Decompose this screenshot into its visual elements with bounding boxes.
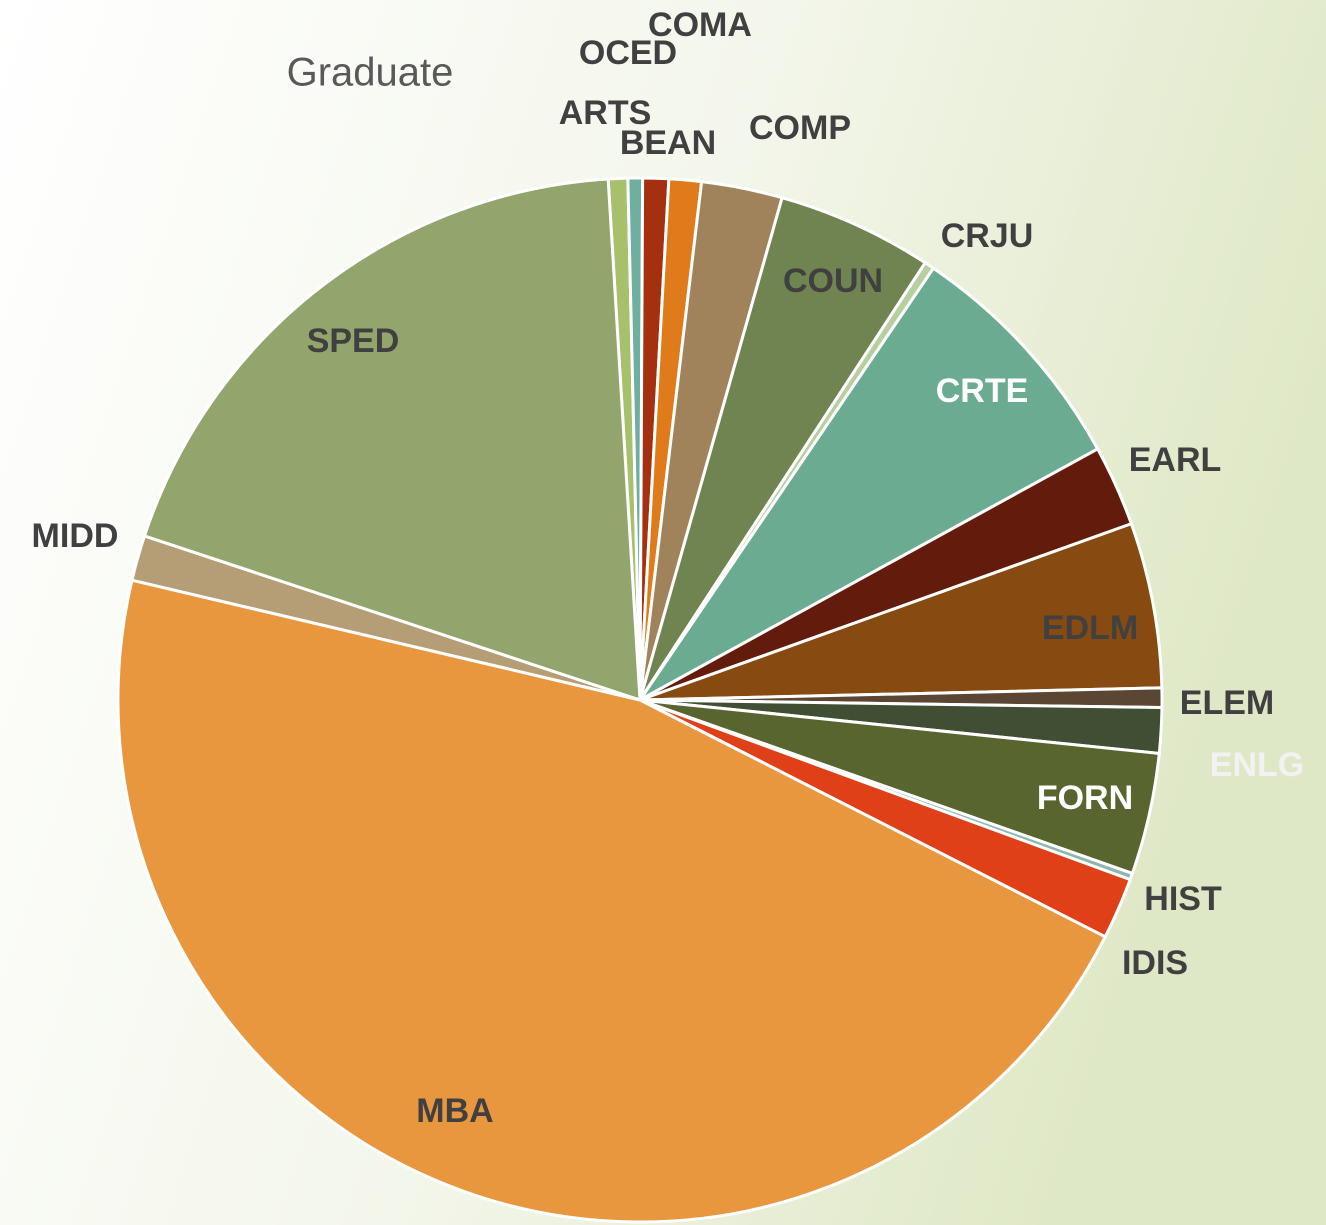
slice-label: MBA	[416, 1092, 493, 1130]
chart-title: Graduate	[287, 51, 454, 95]
slice-label: COUN	[783, 262, 883, 300]
pie	[116, 176, 1164, 1224]
slice-label: CRTE	[936, 372, 1029, 410]
slice-label: CRJU	[941, 217, 1034, 255]
pie-slice	[638, 195, 928, 701]
pie-slice	[638, 266, 1100, 702]
slice-label: BEAN	[620, 124, 716, 162]
slice-label: FORN	[1037, 779, 1133, 817]
slice-label: MIDD	[32, 517, 119, 555]
slice-label: OCED	[579, 34, 677, 72]
slice-label: ELEM	[1180, 684, 1274, 722]
pie-slice	[116, 578, 1108, 1224]
slice-label: HIST	[1144, 880, 1222, 918]
pie-slice	[142, 177, 642, 703]
slice-label: COMP	[749, 109, 851, 147]
slice-label: IDIS	[1122, 944, 1188, 982]
slice-label: SPED	[307, 322, 400, 360]
slice-label: EDLM	[1042, 609, 1138, 647]
slice-label: ARTS	[559, 94, 652, 132]
slice-label: ENLG	[1210, 746, 1304, 784]
slice-label: COMA	[648, 6, 752, 44]
pie-slice	[639, 521, 1164, 702]
slice-label: EARL	[1129, 441, 1222, 479]
